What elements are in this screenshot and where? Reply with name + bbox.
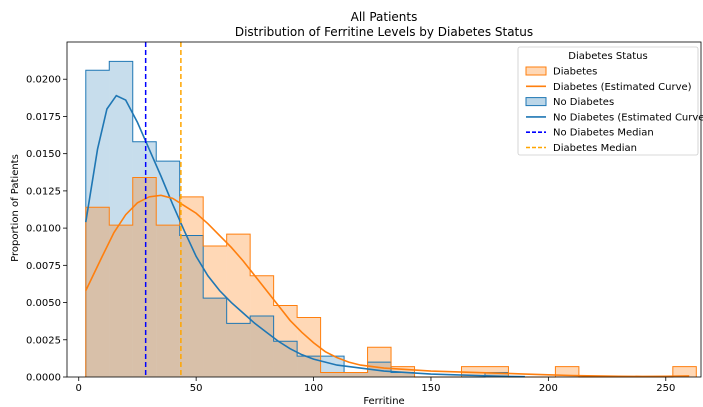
diabetes-bar <box>344 372 368 377</box>
y-tick-label: 0.0125 <box>26 186 61 197</box>
no-diabetes-bar <box>156 161 180 377</box>
legend-title: Diabetes Status <box>568 51 647 62</box>
legend-label-diabetes-estimated-curve: Diabetes (Estimated Curve) <box>553 82 692 93</box>
legend-label-no-diabetes: No Diabetes <box>553 97 614 108</box>
plot-area: 0 50 100 150 200 250 0.0000 0.0025 0.0050 0.0075 0… <box>26 41 702 394</box>
diabetes-bar <box>555 366 579 377</box>
no-diabetes-bar <box>484 372 509 377</box>
no-diabetes-bar <box>344 372 368 377</box>
diabetes-bar <box>85 207 110 377</box>
diabetes-bar <box>484 366 509 377</box>
y-tick-label: 0.0200 <box>26 75 61 86</box>
no-diabetes-bar <box>367 362 392 377</box>
y-tick-label: 0.0075 <box>26 261 61 272</box>
y-tick-label: 0.0150 <box>26 149 61 160</box>
x-tick-label: 100 <box>304 383 323 394</box>
no-diabetes-bar <box>250 315 274 377</box>
legend-swatch-diabetes <box>525 66 547 76</box>
legend-label-diabetes-median: Diabetes Median <box>553 143 637 154</box>
no-diabetes-bar <box>391 372 415 377</box>
chart-title-line1: All Patients <box>351 10 418 24</box>
legend-label-no-diabetes-estimated-curve: No Diabetes (Estimated Curve) <box>553 112 703 123</box>
diabetes-bar <box>203 245 227 377</box>
y-axis-label: Proportion of Patients <box>10 154 21 262</box>
legend-label-diabetes: Diabetes <box>553 67 597 78</box>
y-tick-label: 0.0100 <box>26 224 61 235</box>
legend-swatch-no-diabetes <box>525 97 547 107</box>
legend: Diabetes Status Diabetes Diabetes (Estimat… <box>517 46 703 156</box>
diabetes-estimated-curve <box>85 194 690 378</box>
plot-frame <box>66 41 702 378</box>
no-diabetes-bar <box>109 61 133 377</box>
y-tick-label: 0.0000 <box>26 373 61 384</box>
diabetes-bar <box>297 317 321 377</box>
no-diabetes-bar <box>132 141 157 377</box>
no-diabetes-bar <box>320 356 345 377</box>
x-tick-label: 50 <box>190 383 203 394</box>
x-tick-label: 200 <box>539 383 558 394</box>
diabetes-bar <box>179 196 204 377</box>
x-tick-label: 250 <box>656 383 675 394</box>
no-diabetes-bar <box>179 235 204 377</box>
y-tick-label: 0.0025 <box>26 335 61 346</box>
no-diabetes-bar <box>297 356 321 377</box>
diabetes-bar <box>132 177 157 377</box>
diabetes-bar <box>156 225 180 377</box>
no-diabetes-bar <box>85 70 110 378</box>
no-diabetes-bar <box>203 298 227 377</box>
y-tick-label: 0.0175 <box>26 112 61 123</box>
diabetes-bar <box>672 366 697 377</box>
y-tick-label: 0.0050 <box>26 298 61 309</box>
diabetes-histogram-outline <box>85 176 697 378</box>
x-tick-label: 150 <box>421 383 440 394</box>
diabetes-bar <box>226 234 251 377</box>
diabetes-bar <box>109 225 133 377</box>
diabetes-bar <box>320 372 345 377</box>
legend-label-no-diabetes-median: No Diabetes Median <box>553 128 654 139</box>
no-diabetes-estimated-curve <box>84 94 525 378</box>
x-tick-label: 0 <box>76 383 82 394</box>
x-axis-label: Ferritine <box>363 396 404 407</box>
legend-box <box>517 46 699 156</box>
no-diabetes-bar <box>226 323 251 377</box>
diabetes-bar <box>250 275 274 377</box>
chart-title-line2: Distribution of Ferritine Levels by Diab… <box>235 25 533 39</box>
